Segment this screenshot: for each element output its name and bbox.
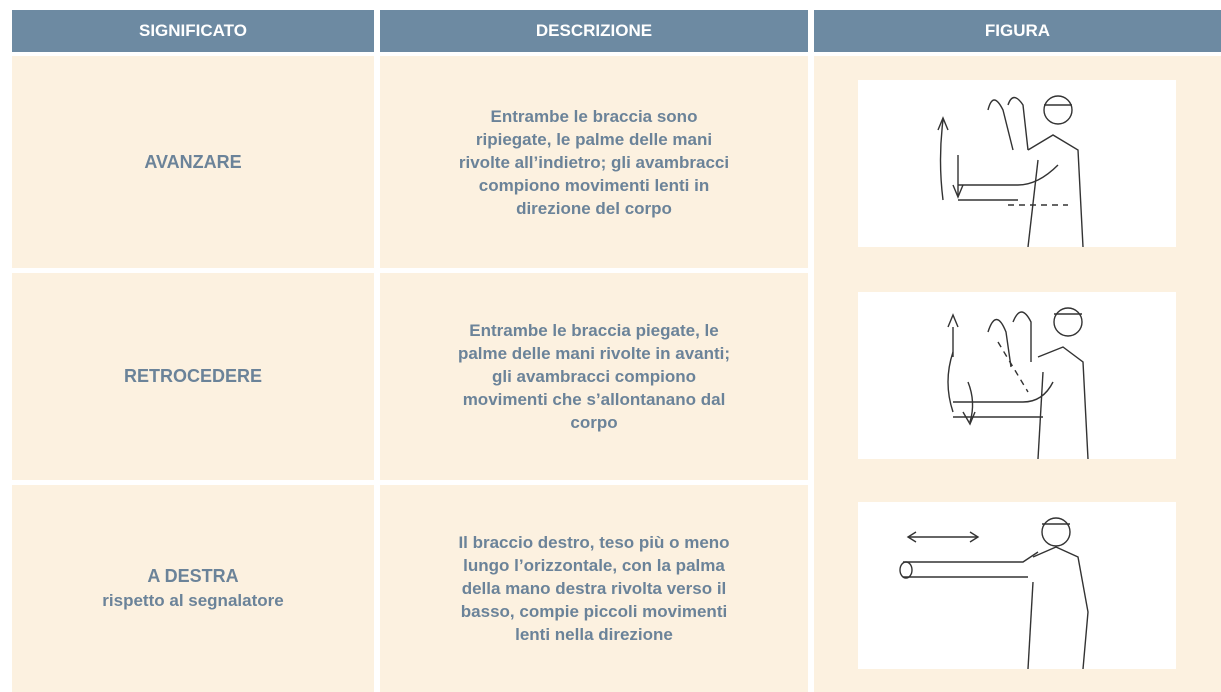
figure-right xyxy=(858,502,1176,669)
description-cell: Entrambe le braccia piegate, le palme de… xyxy=(380,273,808,480)
description: Il braccio destro, teso più o meno lungo… xyxy=(458,533,730,644)
meaning-cell: AVANZARE xyxy=(12,56,374,268)
figure-back xyxy=(858,292,1176,459)
meaning-note: rispetto al segnalatore xyxy=(102,591,284,610)
header-cell: DESCRIZIONE xyxy=(380,10,808,52)
description-cell: Entrambe le braccia sono ripiegate, le p… xyxy=(380,56,808,268)
figure-advance xyxy=(858,80,1176,247)
meaning: AVANZARE xyxy=(144,151,242,172)
header-cell: SIGNIFICATO xyxy=(12,10,374,52)
description: Entrambe le braccia sono ripiegate, le p… xyxy=(458,106,730,218)
meaning: RETROCEDERE xyxy=(123,366,262,386)
description: Entrambe le braccia piegate, le palme de… xyxy=(457,321,731,432)
meaning: A DESTRA xyxy=(147,566,239,586)
header-cell: FIGURA xyxy=(814,10,1221,52)
description-cell: Il braccio destro, teso più o meno lungo… xyxy=(380,485,808,692)
meaning-cell: RETROCEDERE xyxy=(12,273,374,480)
meaning-cell: A DESTRA rispetto al segnalatore xyxy=(12,485,374,692)
